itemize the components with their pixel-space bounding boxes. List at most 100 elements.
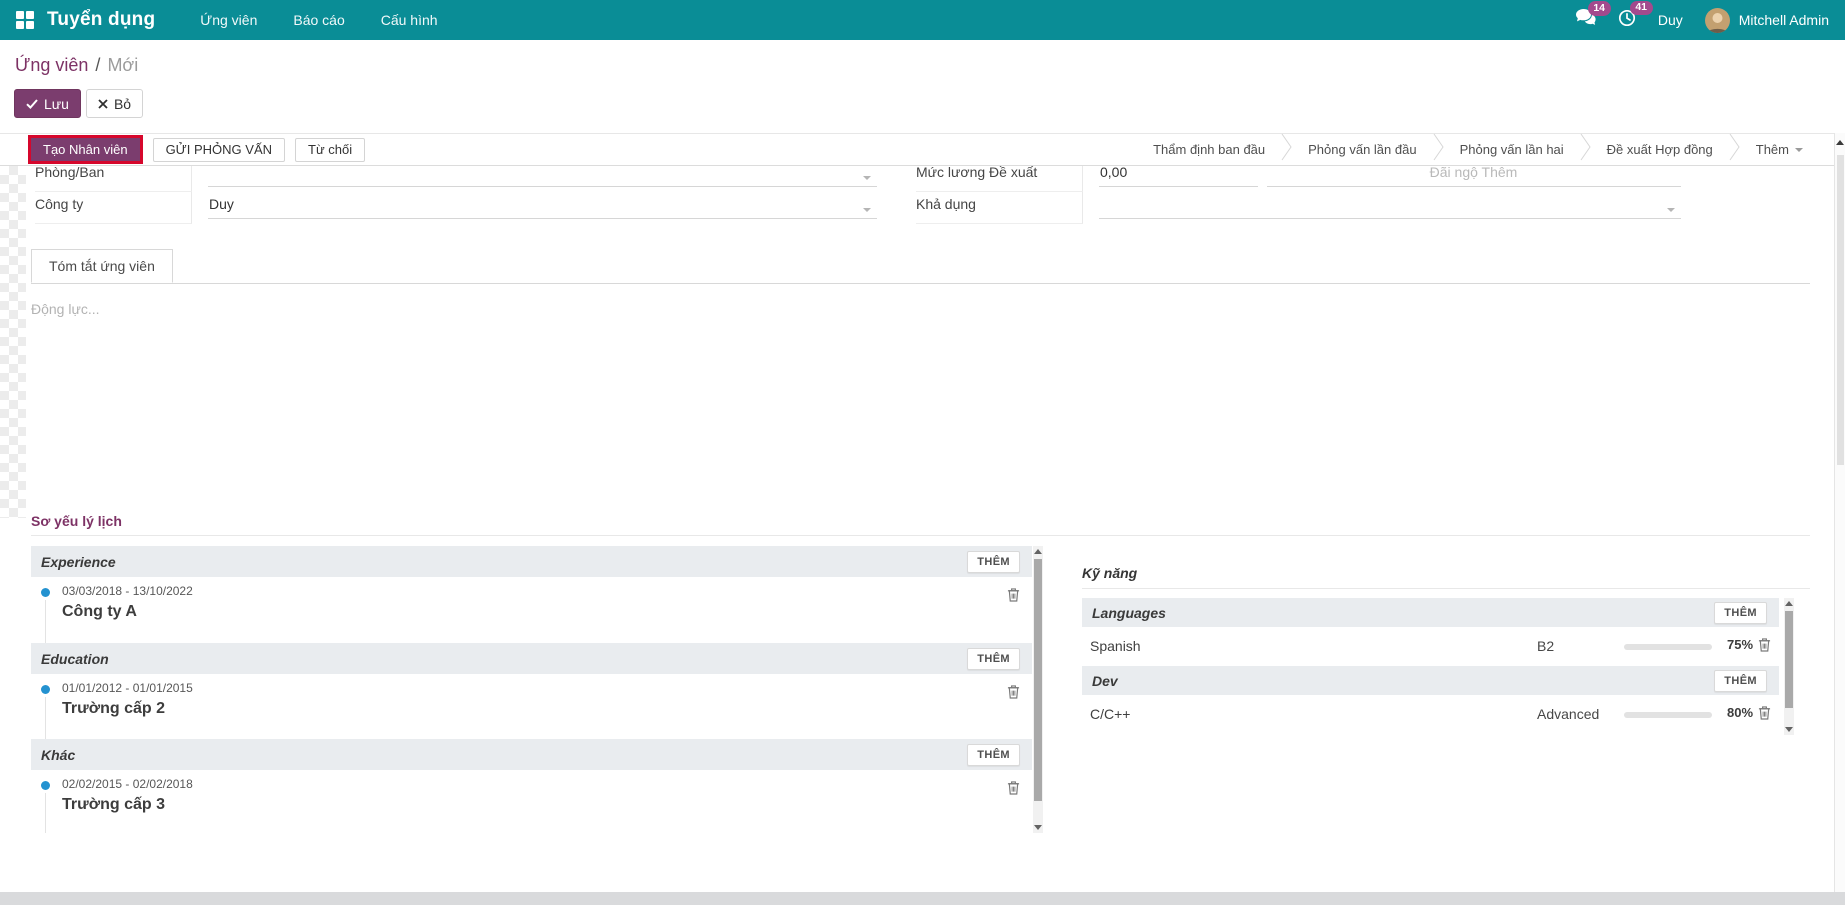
expected-salary-field[interactable]: 0,00 <box>1099 160 1258 187</box>
clock-icon <box>1618 9 1636 32</box>
skills-section-title: Kỹ năng <box>1082 565 1138 581</box>
breadcrumb-candidates-link[interactable]: Ứng viên <box>15 55 89 75</box>
bottom-scrollbar-strip[interactable] <box>0 892 1845 905</box>
motivation-textarea[interactable]: Động lực... <box>31 301 100 317</box>
add-other-button[interactable]: THÊM <box>967 743 1020 766</box>
stage-separator-icon <box>1433 133 1444 166</box>
form-group-left: Phòng/Ban Công ty Duy <box>35 160 877 224</box>
tab-application-summary[interactable]: Tóm tắt ứng viên <box>31 249 173 283</box>
company-label: Công ty <box>35 192 192 224</box>
stage-separator-icon <box>1729 133 1740 166</box>
scrollbar-thumb[interactable] <box>1034 559 1042 801</box>
extra-benefits-field[interactable]: Đãi ngộ Thêm <box>1267 160 1681 187</box>
skill-progress-bar <box>1624 644 1712 650</box>
company-switcher[interactable]: Duy <box>1657 12 1683 28</box>
delete-entry-trash-icon[interactable] <box>1007 684 1020 699</box>
page-scrollbar[interactable] <box>1834 133 1845 892</box>
stage-second-interview[interactable]: Phỏng vấn lần hai <box>1459 142 1564 157</box>
activities-count-badge: 41 <box>1629 0 1653 16</box>
chat-bubble-icon <box>1575 9 1596 31</box>
scroll-up-icon[interactable] <box>1034 549 1042 554</box>
stage-pipeline: Thẩm định ban đầu Phỏng vấn lần đầu Phỏn… <box>1137 133 1819 166</box>
availability-field[interactable] <box>1099 192 1681 219</box>
save-button[interactable]: Lưu <box>14 89 81 118</box>
scroll-down-icon[interactable] <box>1034 825 1042 830</box>
breadcrumb-separator: / <box>95 55 101 75</box>
resume-group-education: Education THÊM <box>31 643 1032 674</box>
dropdown-caret-icon <box>863 208 871 216</box>
user-avatar <box>1704 7 1730 33</box>
delete-entry-trash-icon[interactable] <box>1007 587 1020 602</box>
notebook-tabs: Tóm tắt ứng viên <box>31 249 1810 284</box>
timeline-dot-icon <box>41 685 50 694</box>
add-dev-skill-button[interactable]: THÊM <box>1714 669 1767 692</box>
x-icon <box>98 96 108 112</box>
discard-button[interactable]: Bỏ <box>85 89 144 118</box>
timeline-line <box>45 793 46 833</box>
statusbar-actions: Tạo Nhân viên GỬI PHỎNG VẤN Từ chối <box>28 135 366 164</box>
activities-button[interactable]: 41 <box>1618 0 1653 32</box>
scrollbar-thumb[interactable] <box>1837 155 1844 465</box>
department-field[interactable] <box>208 160 877 187</box>
timeline-line <box>45 697 46 739</box>
create-employee-button[interactable]: Tạo Nhân viên <box>31 138 140 161</box>
scroll-down-icon[interactable] <box>1785 727 1793 732</box>
app-title[interactable]: Tuyển dụng <box>47 9 156 30</box>
entry-dates: 01/01/2012 - 01/01/2015 <box>62 681 193 695</box>
chevron-down-icon <box>1795 147 1803 156</box>
skills-separator-line <box>1082 588 1810 589</box>
resume-separator-line <box>31 535 1810 536</box>
scroll-up-icon[interactable] <box>1785 601 1793 606</box>
stage-initial-qualification[interactable]: Thẩm định ban đầu <box>1153 142 1266 157</box>
skill-row[interactable]: C/C++ Advanced 80% <box>1082 695 1779 734</box>
apps-grid-icon[interactable] <box>16 11 34 29</box>
resume-entry[interactable]: 02/02/2015 - 02/02/2018 Trường cấp 3 <box>31 770 1032 833</box>
dropdown-caret-icon <box>1667 208 1675 216</box>
skill-row[interactable]: Spanish B2 75% <box>1082 627 1779 666</box>
stage-first-interview[interactable]: Phỏng vấn lần đầu <box>1308 142 1417 157</box>
expected-salary-label: Mức lương Đề xuất <box>916 160 1083 192</box>
stage-contract-proposal[interactable]: Đề xuất Hợp đồng <box>1606 142 1713 157</box>
resume-entry[interactable]: 01/01/2012 - 01/01/2015 Trường cấp 2 <box>31 674 1032 739</box>
department-label: Phòng/Ban <box>35 160 192 192</box>
timeline-line <box>45 600 46 643</box>
menu-reports[interactable]: Báo cáo <box>293 12 345 28</box>
stage-more-button[interactable]: Thêm <box>1740 142 1819 157</box>
statusbar: Tạo Nhân viên GỬI PHỎNG VẤN Từ chối Thẩm… <box>0 133 1845 166</box>
control-panel-buttons: Lưu Bỏ <box>14 89 144 118</box>
add-experience-button[interactable]: THÊM <box>967 550 1020 573</box>
skill-group-languages: Languages THÊM <box>1082 598 1779 627</box>
stage-separator-icon <box>1281 133 1292 166</box>
delete-entry-trash-icon[interactable] <box>1007 780 1020 795</box>
entry-title: Trường cấp 3 <box>62 796 165 813</box>
menu-configuration[interactable]: Cấu hình <box>380 12 438 28</box>
check-icon <box>26 96 38 112</box>
entry-dates: 02/02/2015 - 02/02/2018 <box>62 777 193 791</box>
navbar-right: 14 41 Duy Mitchell Admin <box>1575 0 1829 33</box>
entry-title: Công ty A <box>62 603 137 620</box>
company-field[interactable]: Duy <box>208 192 877 219</box>
top-navbar: Tuyển dụng Ứng viên Báo cáo Cấu hình 14 … <box>0 0 1845 40</box>
refuse-button[interactable]: Từ chối <box>295 137 366 162</box>
scroll-up-icon[interactable] <box>1836 140 1844 145</box>
menu-candidates[interactable]: Ứng viên <box>200 12 258 28</box>
resume-scrollbar[interactable] <box>1033 546 1043 833</box>
send-interview-button[interactable]: GỬI PHỎNG VẤN <box>152 137 286 162</box>
scrollbar-thumb[interactable] <box>1785 611 1793 708</box>
form-group-right: Mức lương Đề xuất 0,00 Đãi ngộ Thêm Khả … <box>916 160 1681 224</box>
annotation-highlight: Tạo Nhân viên <box>28 135 143 164</box>
user-menu[interactable]: Mitchell Admin <box>1704 7 1829 33</box>
delete-skill-trash-icon[interactable] <box>1758 705 1771 720</box>
skill-group-dev: Dev THÊM <box>1082 666 1779 695</box>
messages-button[interactable]: 14 <box>1575 1 1611 31</box>
add-language-skill-button[interactable]: THÊM <box>1714 601 1767 624</box>
skill-level: Advanced <box>1537 706 1600 722</box>
delete-skill-trash-icon[interactable] <box>1758 637 1771 652</box>
resume-entry[interactable]: 03/03/2018 - 13/10/2022 Công ty A <box>31 577 1032 643</box>
field-row-availability: Khả dụng <box>916 192 1681 224</box>
skills-scrollbar[interactable] <box>1784 598 1794 735</box>
add-education-button[interactable]: THÊM <box>967 647 1020 670</box>
user-name: Mitchell Admin <box>1738 12 1829 28</box>
field-row-expected-salary: Mức lương Đề xuất 0,00 Đãi ngộ Thêm <box>916 160 1681 192</box>
